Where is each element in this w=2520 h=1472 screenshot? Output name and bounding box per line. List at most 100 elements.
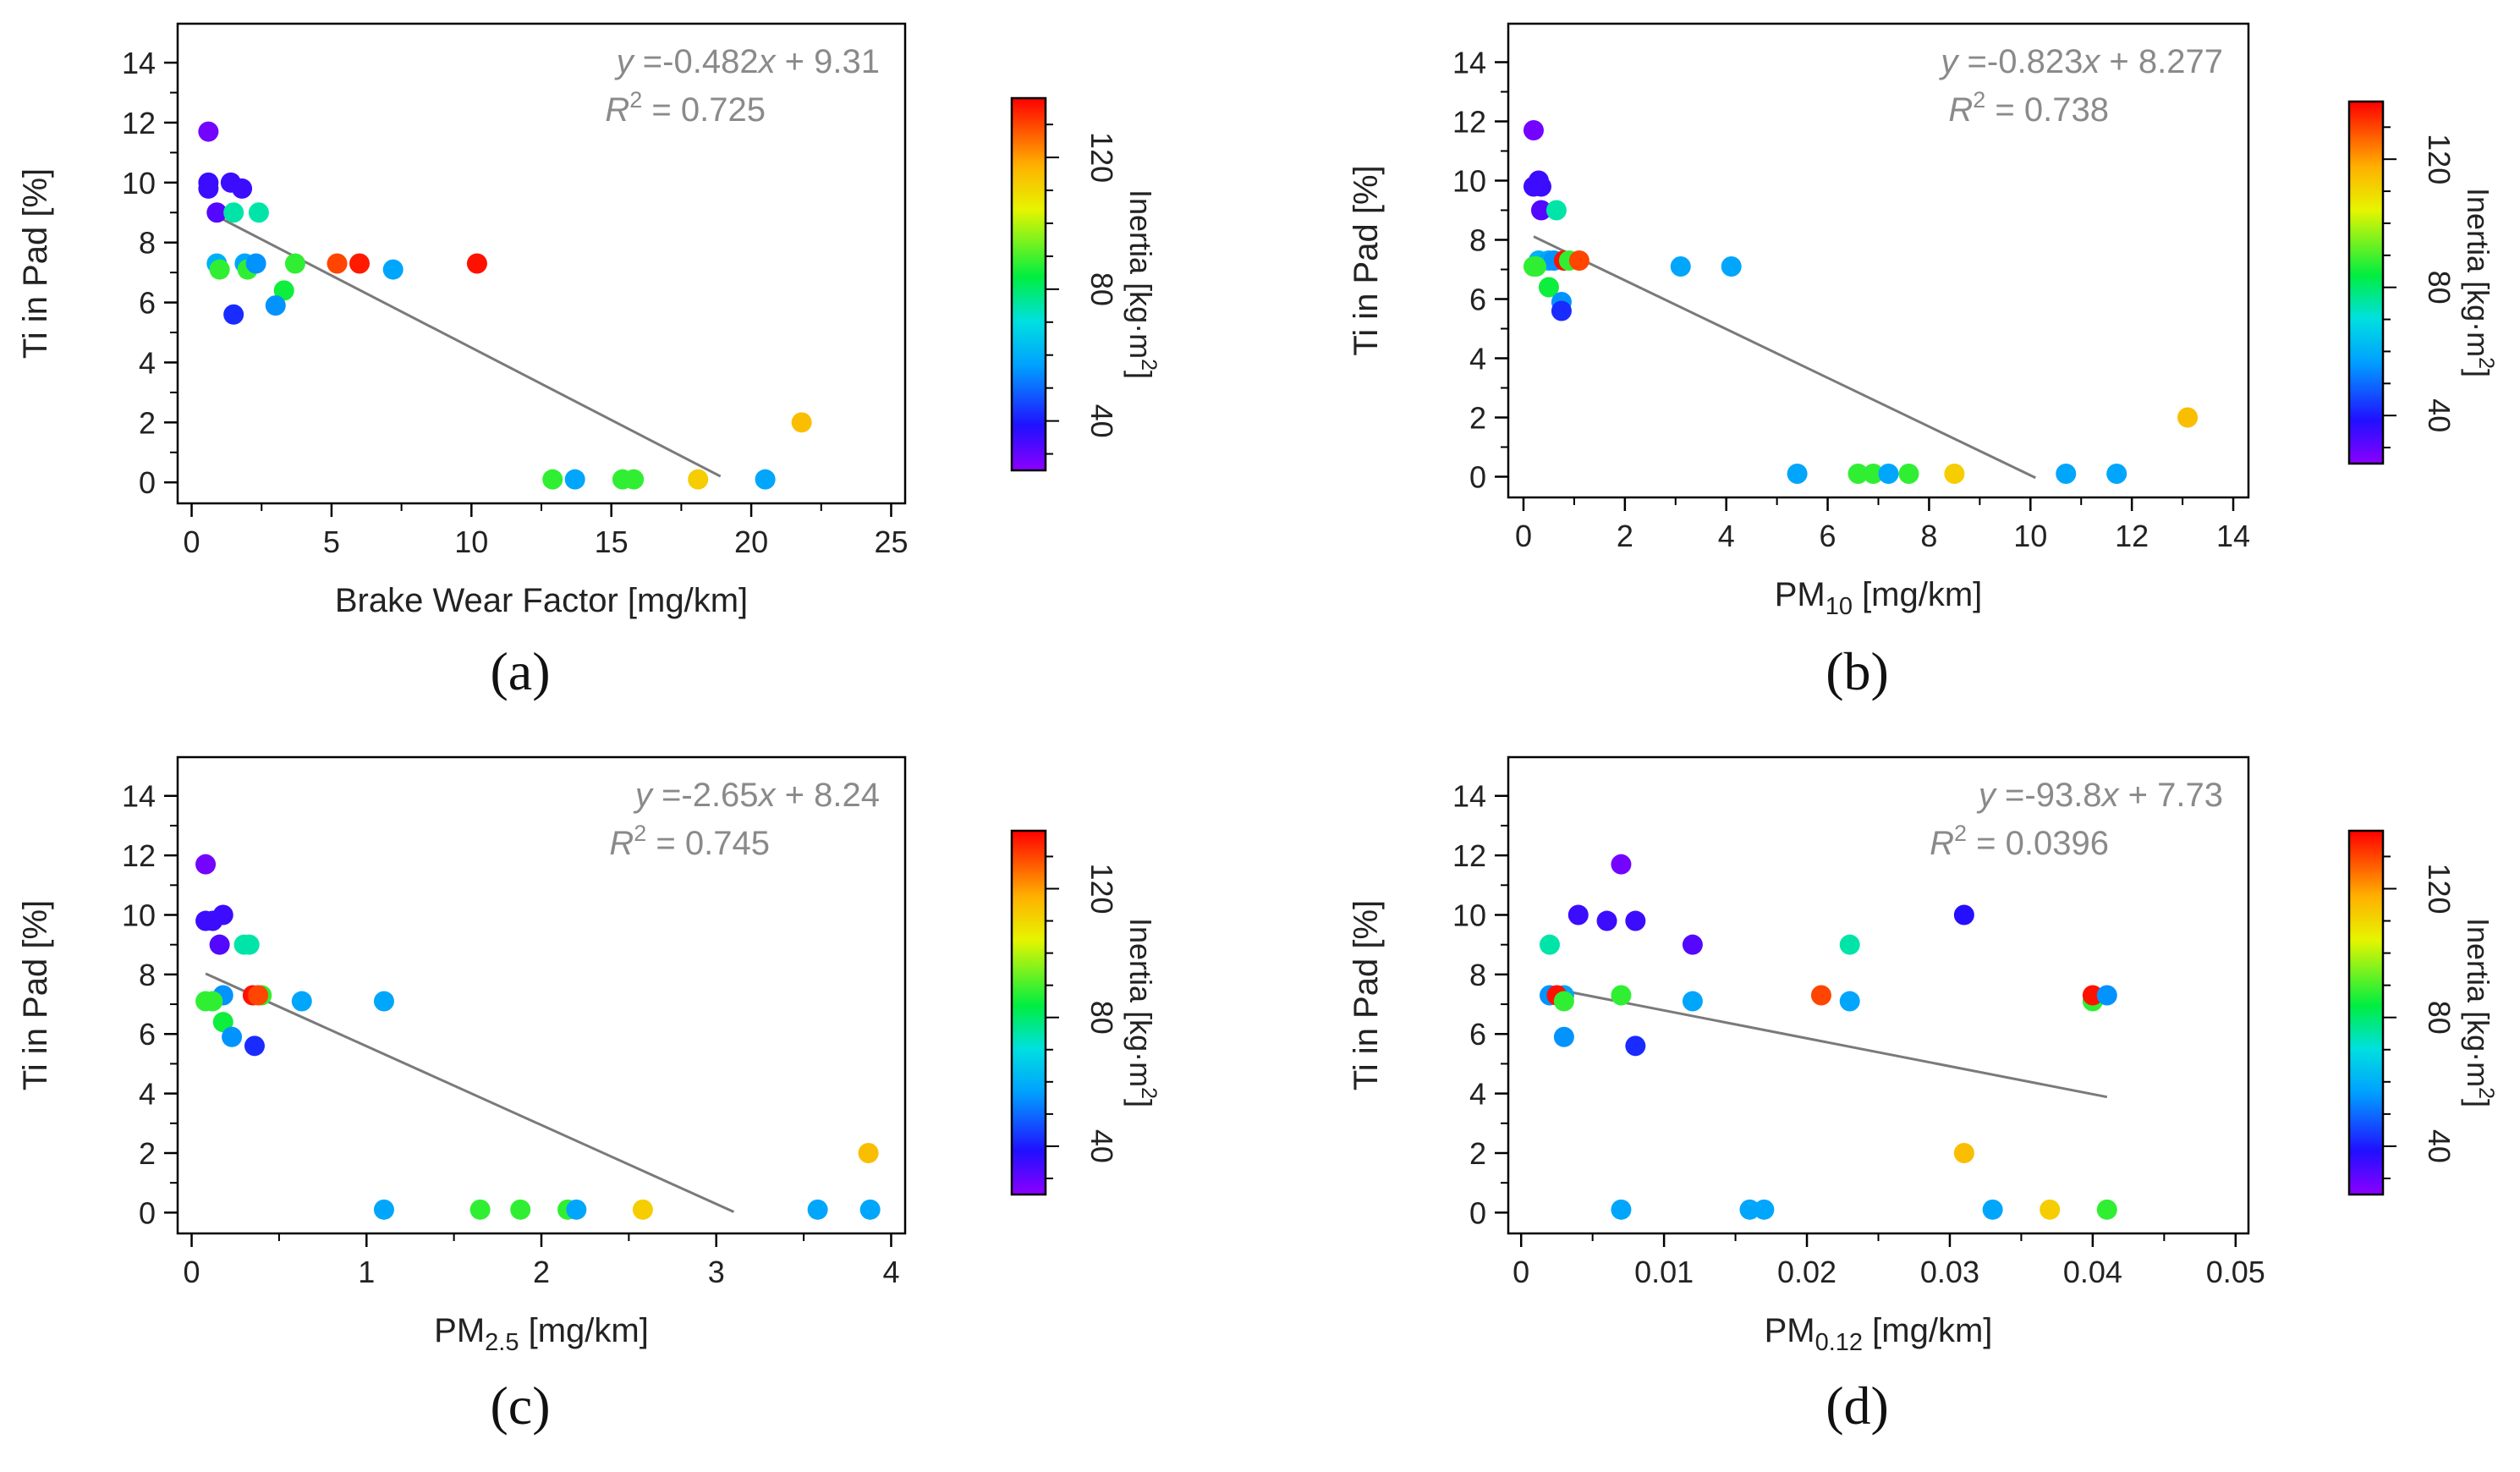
- x-axis-label-units: [mg/km]: [1853, 576, 1982, 613]
- colorbar-label-close: ]: [2461, 1099, 2495, 1107]
- y-tick-label: 6: [1469, 1017, 1486, 1052]
- fit-r2-symbol: R: [1930, 825, 1954, 862]
- data-point: [1611, 985, 1632, 1006]
- colorbar-tick-label: 120: [2422, 134, 2457, 184]
- data-point: [245, 253, 266, 274]
- fit-equation: y =-0.482x + 9.31: [614, 43, 880, 80]
- x-tick-label: 0: [184, 525, 200, 559]
- fit-equation-slope: =-2.65: [652, 777, 759, 814]
- x-tick-label: 14: [2216, 519, 2250, 553]
- fit-equation-y: y: [1976, 777, 1998, 814]
- x-axis-label: PM2.5 [mg/km]: [434, 1312, 649, 1356]
- colorbar-tick-label: 120: [2422, 863, 2457, 914]
- colorbar-label-close: ]: [1123, 371, 1158, 379]
- fit-equation-intercept: + 7.73: [2119, 777, 2223, 814]
- colorbar-label: Inertia [kg·m2]: [1123, 918, 1161, 1107]
- fit-equation-x: x: [757, 777, 777, 814]
- data-point: [1787, 464, 1808, 484]
- data-point: [1553, 1026, 1574, 1047]
- x-axis-label-main: PM: [1765, 1312, 1815, 1349]
- fit-equation-x: x: [2081, 43, 2101, 80]
- y-axis-label: Ti in Pad [%]: [1348, 165, 1385, 355]
- colorbar-label-superscript: 2: [2474, 1087, 2498, 1099]
- data-point: [1625, 1035, 1646, 1057]
- data-point: [1670, 256, 1691, 277]
- data-point: [1863, 464, 1884, 484]
- x-tick-label: 0.05: [2206, 1255, 2265, 1289]
- colorbar-label-main: Inertia [kg·m: [2461, 918, 2495, 1087]
- data-point: [1611, 854, 1632, 875]
- y-tick-label: 10: [1452, 898, 1486, 932]
- plot-frame: [1507, 22, 2250, 499]
- colorbar-tick-label: 40: [2422, 398, 2457, 432]
- fit-r2-symbol: R: [609, 825, 634, 862]
- panel-d: 0 0.01 0.02 0.03 0.04 0.05 0 2 4 6 8 10 12 14 Ti in Pa…: [1348, 755, 2498, 1436]
- data-point: [291, 991, 312, 1012]
- data-point: [623, 469, 645, 490]
- colorbar-tick-label: 40: [2422, 1129, 2457, 1163]
- x-axis-label: PM10 [mg/km]: [1775, 576, 1983, 620]
- data-point: [232, 178, 253, 199]
- colorbar-tick-label: 80: [2422, 1001, 2457, 1035]
- fit-line: [1549, 986, 2108, 1099]
- data-point: [542, 469, 563, 490]
- fit-r-squared: R2 = 0.745: [609, 821, 770, 862]
- y-tick-label: 14: [1452, 46, 1486, 80]
- colorbar-tick-label: 40: [1084, 1129, 1119, 1163]
- fit-equation-x: x: [757, 43, 777, 80]
- y-tick-label: 10: [1452, 164, 1486, 199]
- fit-r-squared: R2 = 0.738: [1948, 87, 2109, 129]
- fit-equation-x: x: [2100, 777, 2121, 814]
- data-point: [2106, 464, 2127, 484]
- data-point: [382, 259, 404, 280]
- data-point: [209, 934, 230, 955]
- fit-r2-value: = 0.745: [646, 825, 770, 862]
- data-point: [206, 202, 228, 223]
- colorbar: [2347, 100, 2385, 465]
- data-point: [1721, 256, 1742, 277]
- data-point: [373, 1199, 394, 1220]
- y-tick-label: 6: [139, 286, 156, 321]
- x-axis-label-main: PM: [1775, 576, 1825, 613]
- x-tick-label: 0.03: [1920, 1255, 1979, 1289]
- panel-label: (a): [490, 641, 550, 701]
- y-tick-label: 12: [122, 838, 156, 873]
- colorbar-label-main: Inertia [kg·m: [2461, 188, 2495, 357]
- fit-equation-slope: =-0.482: [634, 43, 759, 80]
- data-point: [2177, 407, 2199, 428]
- y-tick-label: 2: [139, 1136, 156, 1171]
- x-tick-label: 0: [1513, 1255, 1529, 1289]
- x-axis-label-units: [mg/km]: [1863, 1312, 1992, 1349]
- data-point: [1878, 464, 1899, 484]
- x-tick-label: 0: [1515, 519, 1532, 553]
- data-point: [198, 178, 219, 199]
- data-point: [2040, 1199, 2061, 1220]
- y-tick-label: 10: [122, 166, 156, 200]
- data-point: [1847, 464, 1869, 484]
- data-point: [1568, 250, 1589, 271]
- data-point: [223, 304, 244, 325]
- y-tick-label: 6: [1469, 283, 1486, 317]
- colorbar: [2347, 829, 2385, 1196]
- data-point: [755, 469, 776, 490]
- data-point: [284, 253, 305, 274]
- data-point: [1538, 277, 1559, 298]
- data-point: [202, 991, 223, 1012]
- data-point: [566, 1199, 587, 1220]
- data-point: [212, 904, 233, 925]
- y-tick-label: 14: [1452, 779, 1486, 814]
- data-point: [1682, 991, 1703, 1012]
- data-point: [1839, 934, 1860, 955]
- y-tick-label: 2: [1469, 401, 1486, 436]
- x-tick-label: 2: [1617, 519, 1633, 553]
- x-tick-label: 4: [1718, 519, 1735, 553]
- y-tick-label: 6: [139, 1017, 156, 1052]
- x-axis-label-main: Brake Wear Factor [mg/km]: [335, 582, 748, 619]
- data-point: [1944, 464, 1965, 484]
- data-point: [564, 469, 585, 490]
- data-point: [466, 253, 487, 274]
- colorbar-tick-label: 80: [1084, 1001, 1119, 1035]
- y-tick-label: 8: [139, 958, 156, 992]
- colorbar-tick-label: 120: [1084, 863, 1119, 914]
